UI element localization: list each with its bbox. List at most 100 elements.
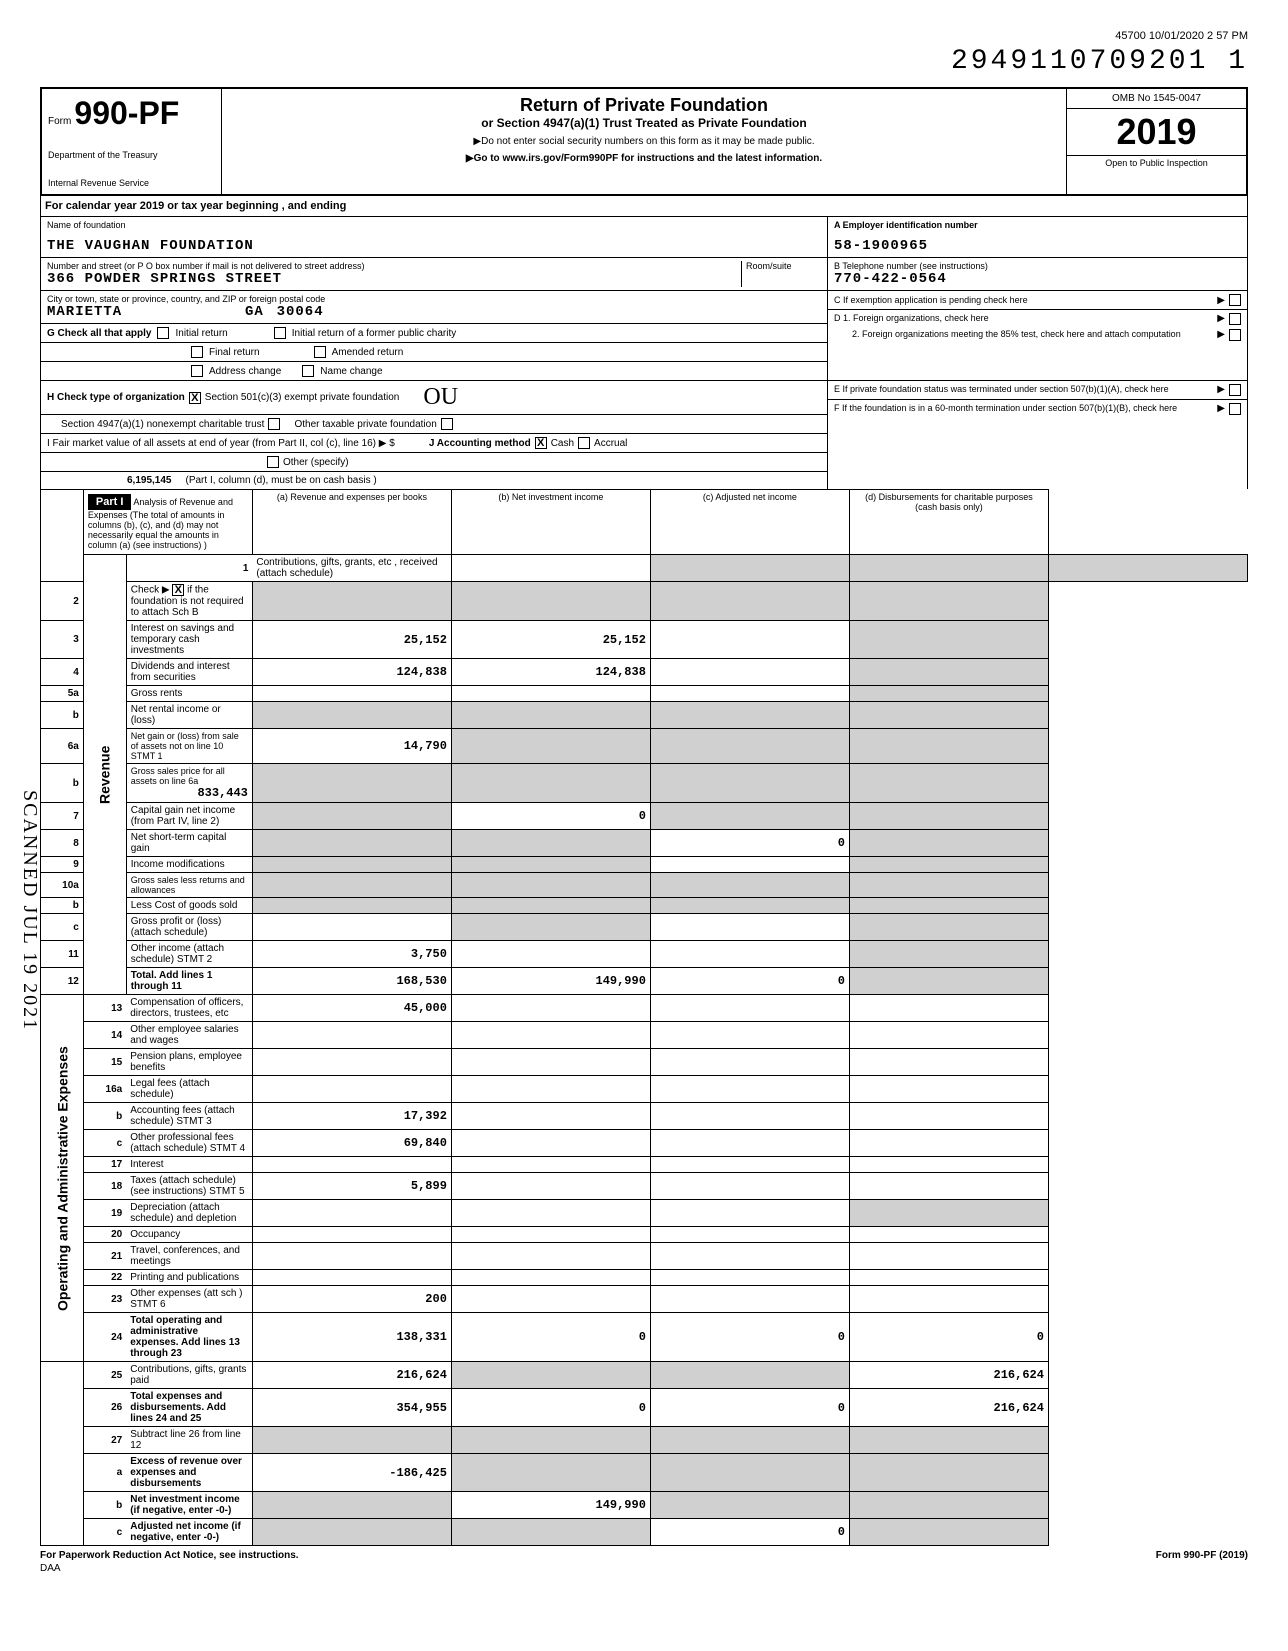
room-label: Room/suite: [746, 261, 821, 271]
checkbox-c[interactable]: [1229, 294, 1241, 306]
line-desc: Net investment income (if negative, ente…: [126, 1492, 252, 1519]
line-num: 27: [83, 1427, 126, 1454]
checkbox-cash[interactable]: X: [535, 437, 547, 449]
checkbox-d2[interactable]: [1229, 329, 1241, 341]
amt: 0: [650, 968, 849, 995]
foundation-state: GA: [245, 304, 264, 320]
line-desc: Interest: [126, 1157, 252, 1173]
line-num: 6a: [41, 729, 84, 764]
box-c-label: C If exemption application is pending ch…: [834, 295, 1217, 305]
line-desc: Net short-term capital gain: [126, 830, 252, 857]
amt: 200: [252, 1286, 451, 1313]
checkbox-amended[interactable]: [314, 346, 326, 358]
opt-address-change: Address change: [209, 366, 281, 377]
col-c-header: (c) Adjusted net income: [650, 490, 849, 555]
checkbox-name-change[interactable]: [302, 365, 314, 377]
box-d2-label: 2. Foreign organizations meeting the 85%…: [834, 329, 1217, 341]
checkbox-f[interactable]: [1229, 403, 1241, 415]
amt: 0: [650, 1313, 849, 1362]
line-desc: Gross sales less returns and allowances: [126, 873, 252, 898]
line-num: 21: [83, 1243, 126, 1270]
line-desc: Total. Add lines 1 through 11: [126, 968, 252, 995]
line-desc: Dividends and interest from securities: [126, 659, 252, 686]
opt-other: Other (specify): [283, 457, 349, 468]
page-footer: For Paperwork Reduction Act Notice, see …: [40, 1550, 1248, 1561]
line-desc: Less Cost of goods sold: [126, 898, 252, 914]
line-num: b: [41, 898, 84, 914]
line-desc: Contributions, gifts, grants paid: [126, 1362, 252, 1389]
line-num: 1: [126, 555, 252, 582]
checkbox-final-return[interactable]: [191, 346, 203, 358]
line-num: 19: [83, 1200, 126, 1227]
arrow-icon: ▶: [1217, 403, 1225, 415]
amt: 354,955: [252, 1389, 451, 1427]
checkbox-address-change[interactable]: [191, 365, 203, 377]
checkbox-initial-return[interactable]: [157, 327, 169, 339]
form-note-1: ▶Do not enter social security numbers on…: [228, 136, 1060, 147]
amt: 216,624: [849, 1389, 1048, 1427]
section-g-label: G Check all that apply: [47, 328, 151, 339]
line-desc: Other professional fees (attach schedule…: [126, 1130, 252, 1157]
checkbox-other[interactable]: [267, 456, 279, 468]
line-desc: Check ▶ X if the foundation is not requi…: [126, 582, 252, 621]
line-num: 2: [41, 582, 84, 621]
box-a-label: A Employer identification number: [834, 220, 1241, 230]
amt: 14,790: [252, 729, 451, 764]
calendar-year-line: For calendar year 2019 or tax year begin…: [40, 196, 1248, 217]
section-h-j: H Check type of organization X Section 5…: [40, 381, 1248, 489]
checkbox-e[interactable]: [1229, 384, 1241, 396]
part1-header: Part I: [88, 494, 132, 510]
line-num: 16a: [83, 1076, 126, 1103]
amt: 0: [650, 830, 849, 857]
line-num: 9: [41, 857, 84, 873]
line-num: b: [41, 702, 84, 729]
line-desc: Contributions, gifts, grants, etc , rece…: [252, 555, 451, 582]
line-num: 7: [41, 803, 84, 830]
line-num: c: [41, 914, 84, 941]
col-a-header: (a) Revenue and expenses per books: [252, 490, 451, 555]
line-num: 25: [83, 1362, 126, 1389]
opt-h2: Section 4947(a)(1) nonexempt charitable …: [61, 419, 264, 430]
foundation-name: THE VAUGHAN FOUNDATION: [47, 238, 821, 254]
line-desc: Gross rents: [126, 686, 252, 702]
line-num: b: [41, 764, 84, 803]
line-num: b: [83, 1492, 126, 1519]
section-g: G Check all that apply Initial return In…: [41, 324, 827, 343]
line-num: 18: [83, 1173, 126, 1200]
footer-left: For Paperwork Reduction Act Notice, see …: [40, 1550, 299, 1561]
public-inspection: Open to Public Inspection: [1067, 155, 1246, 170]
checkbox-d1[interactable]: [1229, 313, 1241, 325]
line-num: 4: [41, 659, 84, 686]
line-desc: Other income (attach schedule) STMT 2: [126, 941, 252, 968]
checkbox-h1[interactable]: X: [189, 392, 201, 404]
line-num: 8: [41, 830, 84, 857]
scanned-stamp: SCANNED JUL 19 2021: [18, 790, 41, 1031]
checkbox-initial-former[interactable]: [274, 327, 286, 339]
footer-daa: DAA: [40, 1563, 1248, 1574]
checkbox-accrual[interactable]: [578, 437, 590, 449]
arrow-icon: ▶: [1217, 329, 1225, 341]
part1-table: Part I Analysis of Revenue and Expenses …: [40, 489, 1248, 1546]
amt: -186,425: [252, 1454, 451, 1492]
line-desc: Adjusted net income (if negative, enter …: [126, 1519, 252, 1546]
form-subtitle: or Section 4947(a)(1) Trust Treated as P…: [228, 116, 1060, 130]
dept-treasury: Department of the Treasury: [48, 150, 215, 160]
line-desc: Occupancy: [126, 1227, 252, 1243]
opt-h1: Section 501(c)(3) exempt private foundat…: [205, 392, 400, 403]
amt: 216,624: [849, 1362, 1048, 1389]
form-note-2: ▶Go to www.irs.gov/Form990PF for instruc…: [228, 153, 1060, 164]
j-note: (Part I, column (d), must be on cash bas…: [186, 475, 377, 486]
tax-year: 2019: [1067, 109, 1246, 155]
checkbox-h3[interactable]: [441, 418, 453, 430]
arrow-icon: ▶: [1217, 295, 1225, 306]
city-label: City or town, state or province, country…: [47, 294, 821, 304]
line-desc: Gross profit or (loss) (attach schedule): [126, 914, 252, 941]
col-d-header: (d) Disbursements for charitable purpose…: [849, 490, 1048, 555]
line-num: a: [83, 1454, 126, 1492]
line-num: 13: [83, 995, 126, 1022]
fmv-value: 6,195,145: [127, 475, 172, 486]
line-num: 12: [41, 968, 84, 995]
checkbox-h2[interactable]: [268, 418, 280, 430]
form-header: Form 990-PF Department of the Treasury I…: [40, 87, 1248, 196]
checkbox-schb[interactable]: X: [172, 584, 184, 596]
